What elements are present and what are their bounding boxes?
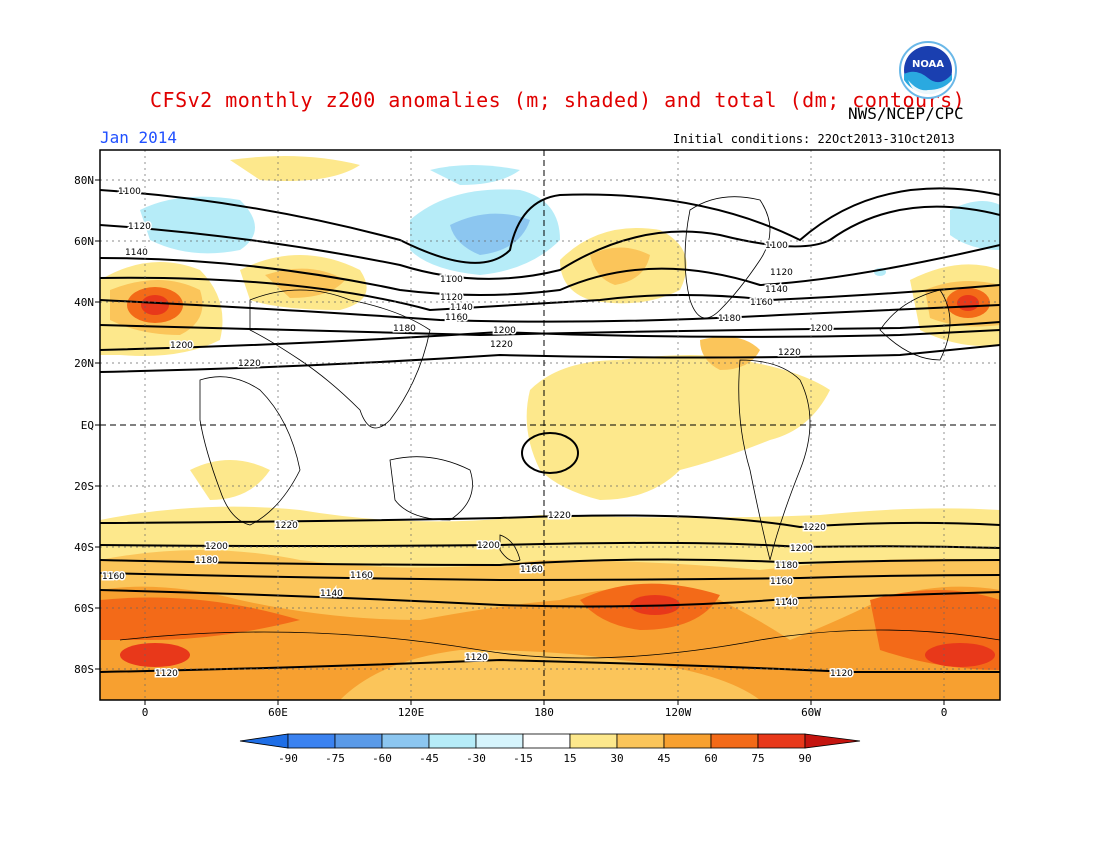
colorbar-arrow-right [804, 733, 861, 749]
contour-label: 1160 [350, 571, 373, 581]
colorbar-swatch [334, 733, 383, 749]
colorbar-label: 60 [704, 752, 718, 765]
lon-label: 60E [268, 706, 288, 719]
contour-label: 1180 [195, 556, 218, 566]
lat-label: 80S [74, 663, 94, 676]
colorbar-label: -15 [513, 752, 533, 765]
contour-label: 1200 [205, 542, 228, 552]
contour-label: 1140 [765, 285, 788, 295]
lat-label: 60S [74, 602, 94, 615]
contour-label: 1200 [493, 326, 516, 336]
colorbar-swatch [287, 733, 336, 749]
colorbar-label: 45 [657, 752, 671, 765]
colorbar-label: -90 [278, 752, 298, 765]
contour-label: 1160 [520, 565, 543, 575]
height-contours [100, 187, 1000, 673]
noaa-logo-icon: NOAA [899, 41, 957, 99]
contour-value-labels: 1100 1100 1100 1120 1120 1120 1120 1120 … [101, 186, 855, 681]
contour-label: 1160 [102, 572, 125, 582]
initial-conditions-label: Initial conditions: 22Oct2013-31Oct2013 [673, 132, 955, 146]
contour-label: 1140 [450, 303, 473, 313]
contour-label: 1100 [440, 275, 463, 285]
contour-label: 1120 [770, 268, 793, 278]
contour-label: 1120 [155, 669, 178, 679]
graticule [100, 150, 1000, 700]
contour-label: 1200 [810, 324, 833, 334]
lon-label: 120E [397, 706, 425, 719]
contour-label: 1220 [490, 340, 513, 350]
colorbar-label: -30 [466, 752, 486, 765]
lat-label: 20N [74, 357, 94, 370]
colorbar-swatch [475, 733, 524, 749]
colorbar-label: -60 [372, 752, 392, 765]
contour-label: 1200 [477, 541, 500, 551]
colorbar-swatch [428, 733, 477, 749]
map-title: CFSv2 monthly z200 anomalies (m; shaded)… [150, 88, 966, 112]
contour-label: 1160 [770, 577, 793, 587]
contour-label: 1140 [125, 248, 148, 258]
colorbar-arrow-left [239, 733, 289, 749]
colorbar-swatch [522, 733, 571, 749]
colorbar-swatch [381, 733, 430, 749]
contour-label: 1220 [238, 359, 261, 369]
lat-label: 40S [74, 541, 94, 554]
contour-label: 1120 [440, 293, 463, 303]
contour-label: 1220 [548, 511, 571, 521]
lon-label: 60W [801, 706, 821, 719]
colorbar-swatch [710, 733, 759, 749]
lon-label: 0 [141, 706, 149, 719]
colorbar-swatch [757, 733, 806, 749]
lat-label: 20S [74, 480, 94, 493]
colorbar [239, 733, 861, 749]
colorbar-swatch [616, 733, 665, 749]
colorbar-label: -45 [419, 752, 439, 765]
contour-label: 1120 [465, 653, 488, 663]
contour-label: 1140 [320, 589, 343, 599]
lat-label: EQ [80, 419, 94, 432]
colorbar-swatch [663, 733, 712, 749]
contour-label: 1220 [778, 348, 801, 358]
logo-text: NOAA [912, 59, 944, 70]
contour-label: 1220 [803, 523, 826, 533]
lon-ticks [144, 700, 945, 705]
lat-label: 80N [74, 174, 94, 187]
contour-label: 1180 [718, 314, 741, 324]
colorbar-label: 90 [798, 752, 812, 765]
lat-label: 40N [74, 296, 94, 309]
colorbar-label: 15 [563, 752, 577, 765]
contour-label: 1160 [445, 313, 468, 323]
contour-label: 1220 [275, 521, 298, 531]
coastlines [119, 196, 1000, 659]
lat-ticks [95, 179, 100, 670]
contour-label: 1120 [128, 222, 151, 232]
colorbar-label: 30 [610, 752, 624, 765]
colorbar-swatch [569, 733, 618, 749]
contour-label: 1200 [790, 544, 813, 554]
contour-label: 1200 [170, 341, 193, 351]
contour-label: 1160 [750, 298, 773, 308]
contour-label: 1180 [775, 561, 798, 571]
colorbar-label: -75 [325, 752, 345, 765]
agency-label: NWS/NCEP/CPC [848, 104, 964, 123]
contour-label: 1100 [765, 241, 788, 251]
lon-label: 120W [664, 706, 692, 719]
lat-label: 60N [74, 235, 94, 248]
contour-label: 1140 [775, 598, 798, 608]
month-label: Jan 2014 [100, 128, 178, 147]
lon-label: 180 [534, 706, 554, 719]
contour-label: 1180 [393, 324, 416, 334]
contour-label: 1120 [830, 669, 853, 679]
lon-label: 0 [940, 706, 948, 719]
contour-label: 1100 [118, 187, 141, 197]
colorbar-label: 75 [751, 752, 765, 765]
